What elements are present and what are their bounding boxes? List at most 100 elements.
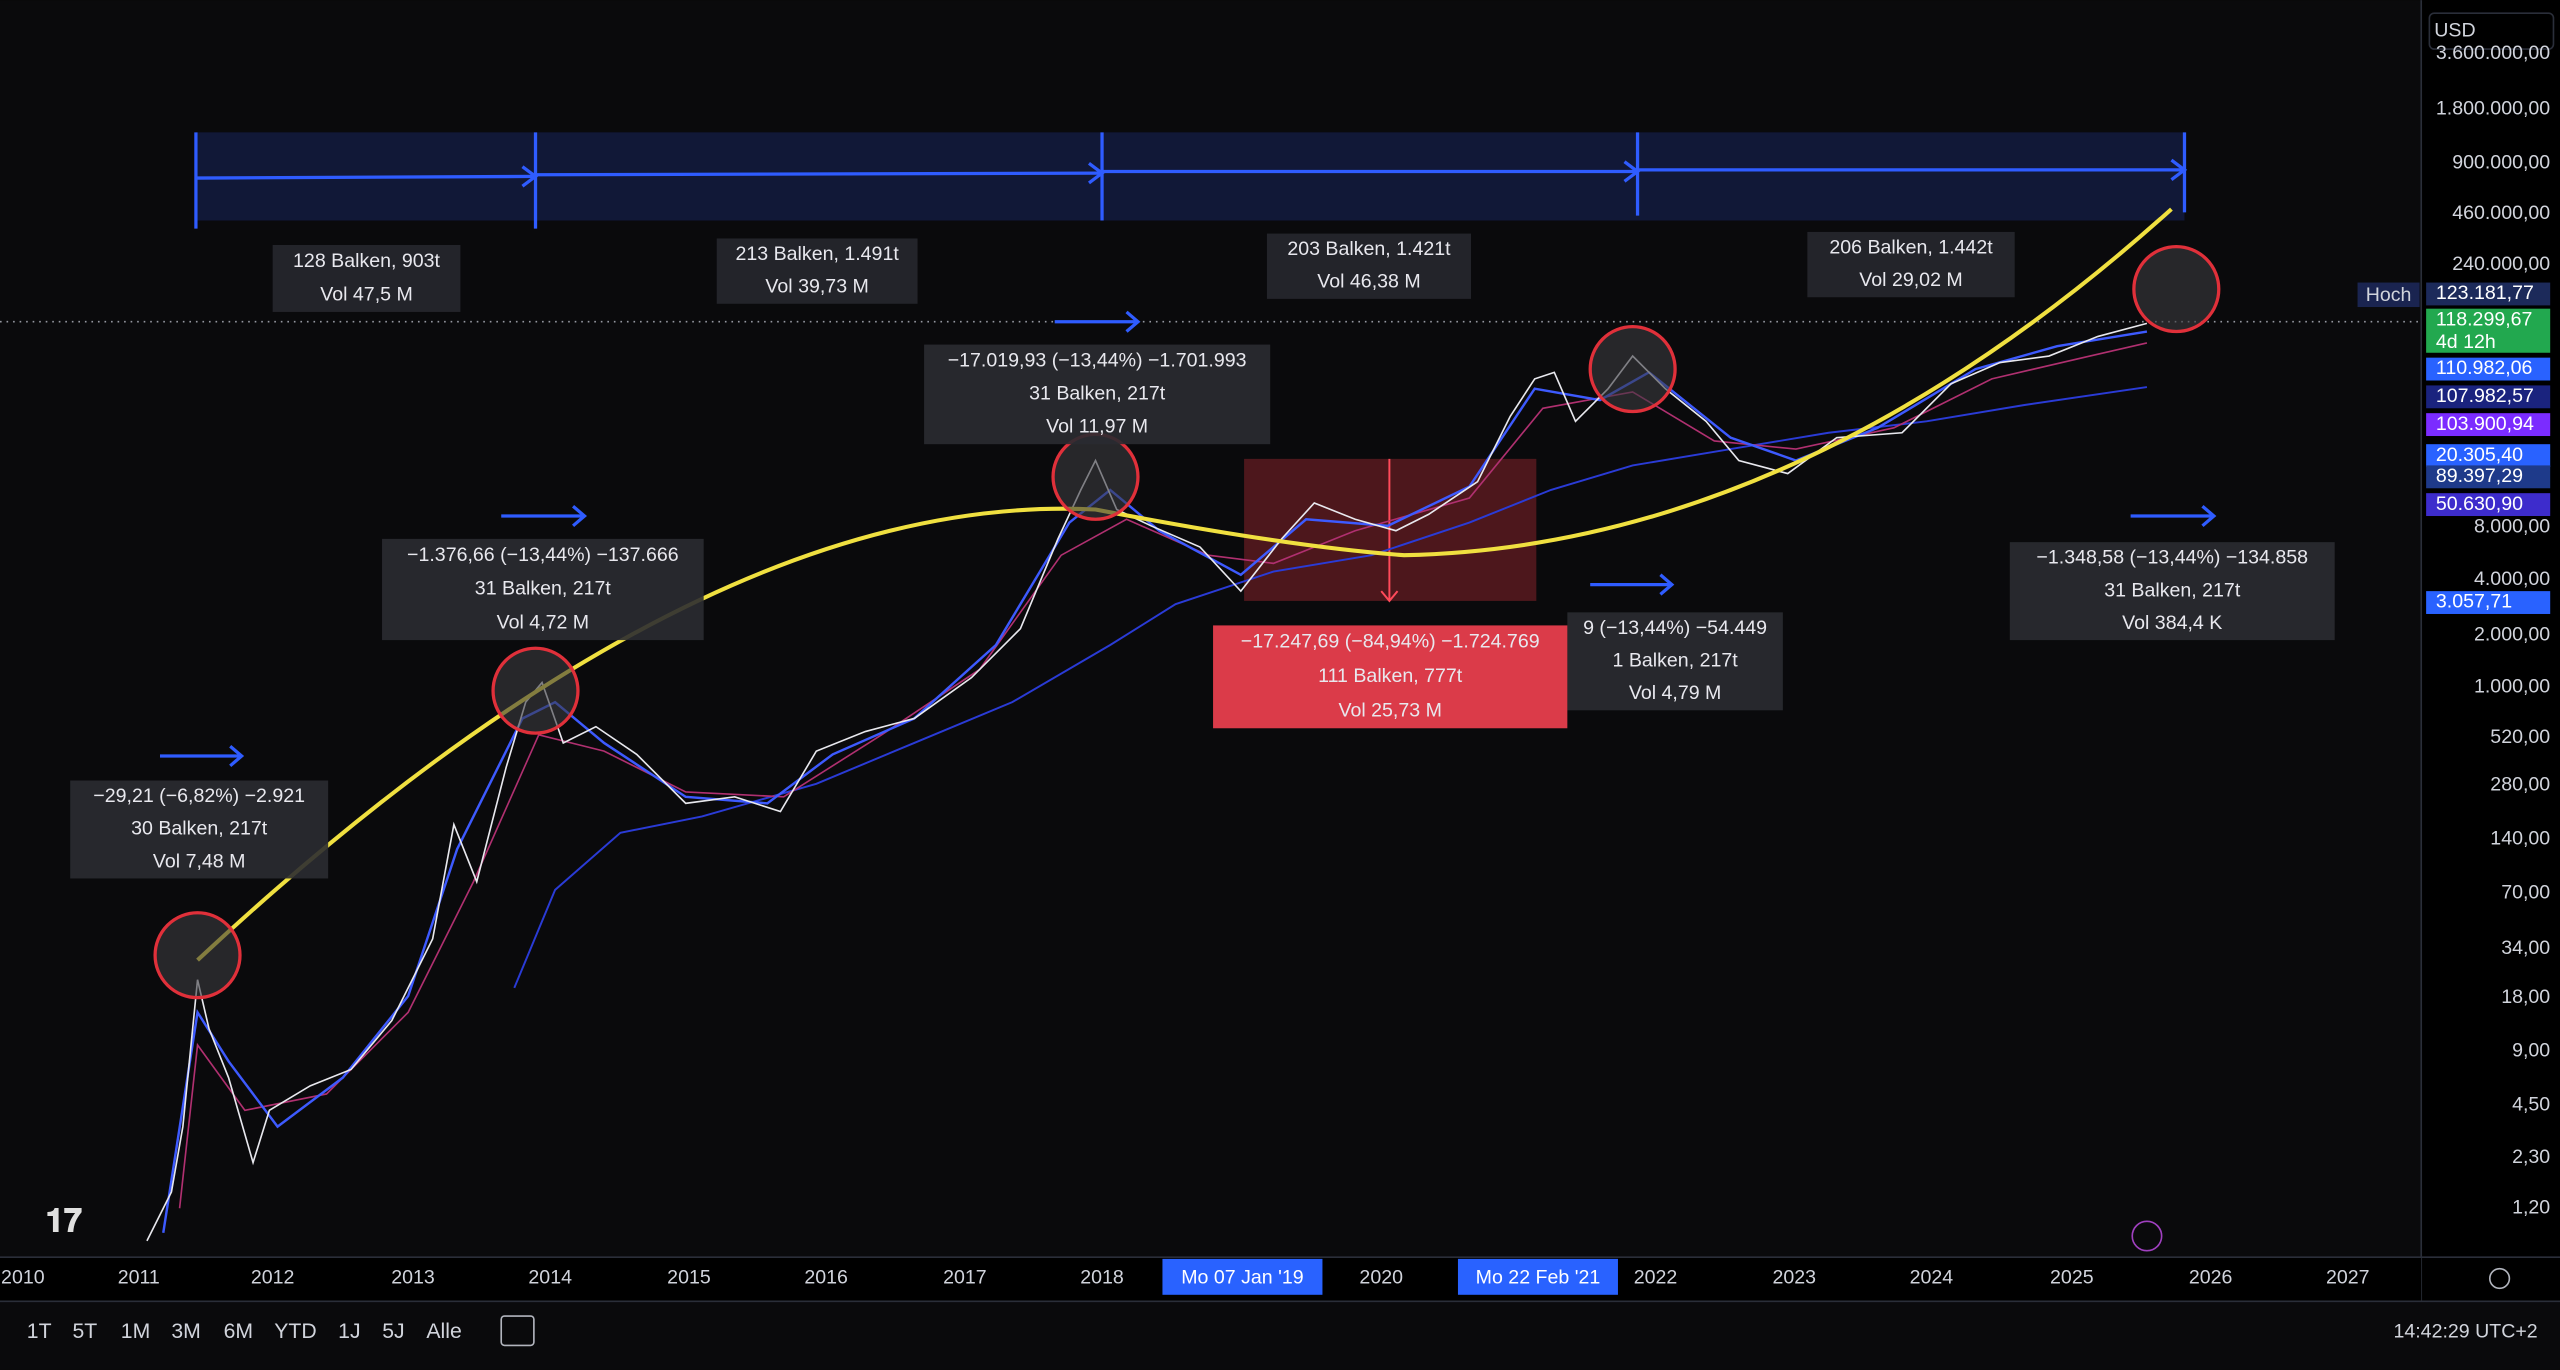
measure-info-text: Vol 25,73 M — [1339, 699, 1442, 721]
time-axis-label: 2013 — [391, 1267, 435, 1289]
price-tag — [2426, 444, 2551, 468]
time-axis-label: 2011 — [118, 1267, 160, 1289]
range-info — [1266, 233, 1472, 299]
time-highlight — [1457, 1258, 1618, 1295]
time-axis-label: Mo 07 Jan '19 — [1181, 1267, 1303, 1289]
measure-info-text: Vol 384,4 K — [2122, 612, 2222, 634]
measure-info — [70, 780, 329, 879]
measure-info-text: −29,21 (−6,82%) −2.921 — [93, 785, 305, 807]
price-tag-label: 3.057,71 — [2436, 591, 2512, 613]
time-axis-label: 2010 — [1, 1267, 45, 1289]
time-axis-label: 2015 — [667, 1267, 711, 1289]
range-info-text: 213 Balken, 1.491t — [736, 243, 900, 265]
price-axis-label: 240.000,00 — [2452, 253, 2550, 275]
timeframe-button[interactable]: 5T — [73, 1320, 98, 1343]
price-tag — [2426, 385, 2551, 409]
measure-info-text: 31 Balken, 217t — [475, 578, 612, 600]
measure-info-text: −17.247,69 (−84,94%) −1.724.769 — [1241, 631, 1540, 653]
measure-info-text: 30 Balken, 217t — [131, 818, 268, 840]
measure-info — [2009, 542, 2335, 641]
measure-info-text: Vol 4,79 M — [1629, 682, 1722, 704]
price-axis-label: 4,50 — [2512, 1094, 2550, 1116]
price-axis-label: 4.000,00 — [2474, 568, 2550, 590]
countdown-label: 4d 12h — [2436, 331, 2496, 353]
range-info — [1807, 231, 2015, 298]
measure-info-text: 111 Balken, 777t — [1318, 665, 1463, 687]
price-axis-label: 1,20 — [2512, 1196, 2550, 1218]
date-range-lines — [194, 132, 2188, 229]
price-axis-label: 2.000,00 — [2474, 623, 2550, 645]
price-axis-label: 1.800.000,00 — [2436, 98, 2550, 120]
price-axis-label: 70,00 — [2501, 881, 2550, 903]
price-tag-label: 107.982,57 — [2436, 385, 2534, 407]
measure-info-text: −1.376,66 (−13,44%) −137.666 — [407, 544, 679, 566]
price-axis-panel — [2421, 0, 2560, 1302]
measure-info-text: −17.019,93 (−13,44%) −1.701.993 — [948, 349, 1247, 371]
timeframe-button[interactable]: 3M — [171, 1320, 200, 1343]
price-tag-label: 110.982,06 — [2436, 357, 2533, 379]
time-axis-label: 2014 — [528, 1267, 572, 1289]
logo: 𝟏𝟕 — [46, 1202, 82, 1239]
price-tag — [2426, 413, 2551, 437]
range-info-text: Vol 47,5 M — [320, 283, 413, 305]
alert-icon[interactable] — [2131, 1220, 2163, 1252]
price-tag — [2426, 591, 2551, 614]
timeframe-button[interactable]: 1M — [121, 1320, 150, 1343]
measure-info-text: Vol 7,48 M — [153, 850, 246, 872]
price-tag-label: 89.397,29 — [2436, 465, 2523, 487]
measure-info-text: Vol 4,72 M — [497, 611, 590, 633]
bottom-toolbar — [0, 1301, 2560, 1370]
currency-label[interactable]: USD — [2434, 19, 2475, 41]
measure-info — [1213, 625, 1568, 729]
time-axis-label: 2027 — [2326, 1267, 2370, 1289]
measure-info — [382, 538, 704, 641]
timeframe-button[interactable]: 6M — [224, 1320, 253, 1343]
timeframe-button[interactable]: YTD — [274, 1320, 316, 1343]
price-tag-label: 118.299,67 — [2436, 308, 2533, 330]
clock: 14:42:29 UTC+2 — [2393, 1321, 2537, 1343]
time-axis-label: 2017 — [943, 1267, 987, 1289]
price-tag-label: 50.630,90 — [2436, 493, 2523, 515]
measure-info-text: 1 Balken, 217t — [1613, 649, 1739, 671]
timeframe-button[interactable]: 5J — [382, 1320, 404, 1343]
price-axis-label: 460.000,00 — [2452, 202, 2550, 224]
price-axis-label: 18,00 — [2501, 986, 2550, 1008]
blue-arrows — [160, 310, 2217, 768]
timeframe-button[interactable]: 1T — [27, 1320, 52, 1343]
measure-info — [924, 344, 1271, 445]
time-axis-label: 2018 — [1080, 1267, 1124, 1289]
settings-icon[interactable] — [2488, 1267, 2511, 1290]
range-info-text: Vol 29,02 M — [1859, 269, 1962, 291]
timeframe-button[interactable]: Alle — [426, 1320, 461, 1343]
trend-curve — [196, 207, 2173, 962]
date-range-button[interactable] — [500, 1315, 535, 1347]
time-axis-label: 2025 — [2050, 1267, 2094, 1289]
time-axis-label: Mo 22 Feb '21 — [1476, 1267, 1601, 1289]
price-tag — [2426, 282, 2551, 306]
time-axis-label: 2016 — [804, 1267, 848, 1289]
measure-info-text: 9 (−13,44%) −54.449 — [1583, 617, 1767, 639]
price-tag — [2426, 308, 2551, 353]
price-axis-label: 3.600.000,00 — [2436, 42, 2550, 64]
currency-box[interactable] — [2428, 12, 2555, 50]
measure-info-text: 31 Balken, 217t — [2104, 579, 2241, 601]
high-label-box — [2357, 282, 2420, 308]
range-info — [272, 245, 461, 312]
price-axis-label: 520,00 — [2490, 726, 2550, 748]
time-axis-label: 2023 — [1773, 1267, 1817, 1289]
measure-info — [1567, 612, 1783, 711]
time-axis-label: 2024 — [1910, 1267, 1954, 1289]
range-info-text: 206 Balken, 1.442t — [1829, 236, 1993, 258]
price-axis-label: 8.000,00 — [2474, 516, 2550, 538]
time-axis-label: 2020 — [1359, 1267, 1403, 1289]
range-info-text: Vol 46,38 M — [1317, 271, 1420, 293]
price-axis-label: 2,30 — [2512, 1146, 2550, 1168]
time-axis-label: 2026 — [2189, 1267, 2233, 1289]
moving-average-slow — [513, 386, 2148, 989]
timeframe-button[interactable]: 1J — [338, 1320, 360, 1343]
cycle-circles — [153, 245, 2221, 1000]
price-axis-label: 34,00 — [2501, 937, 2550, 959]
price-axis-label: 9,00 — [2512, 1040, 2550, 1062]
price-axis-label: 140,00 — [2490, 827, 2550, 849]
measure-info-text: 31 Balken, 217t — [1029, 383, 1166, 405]
